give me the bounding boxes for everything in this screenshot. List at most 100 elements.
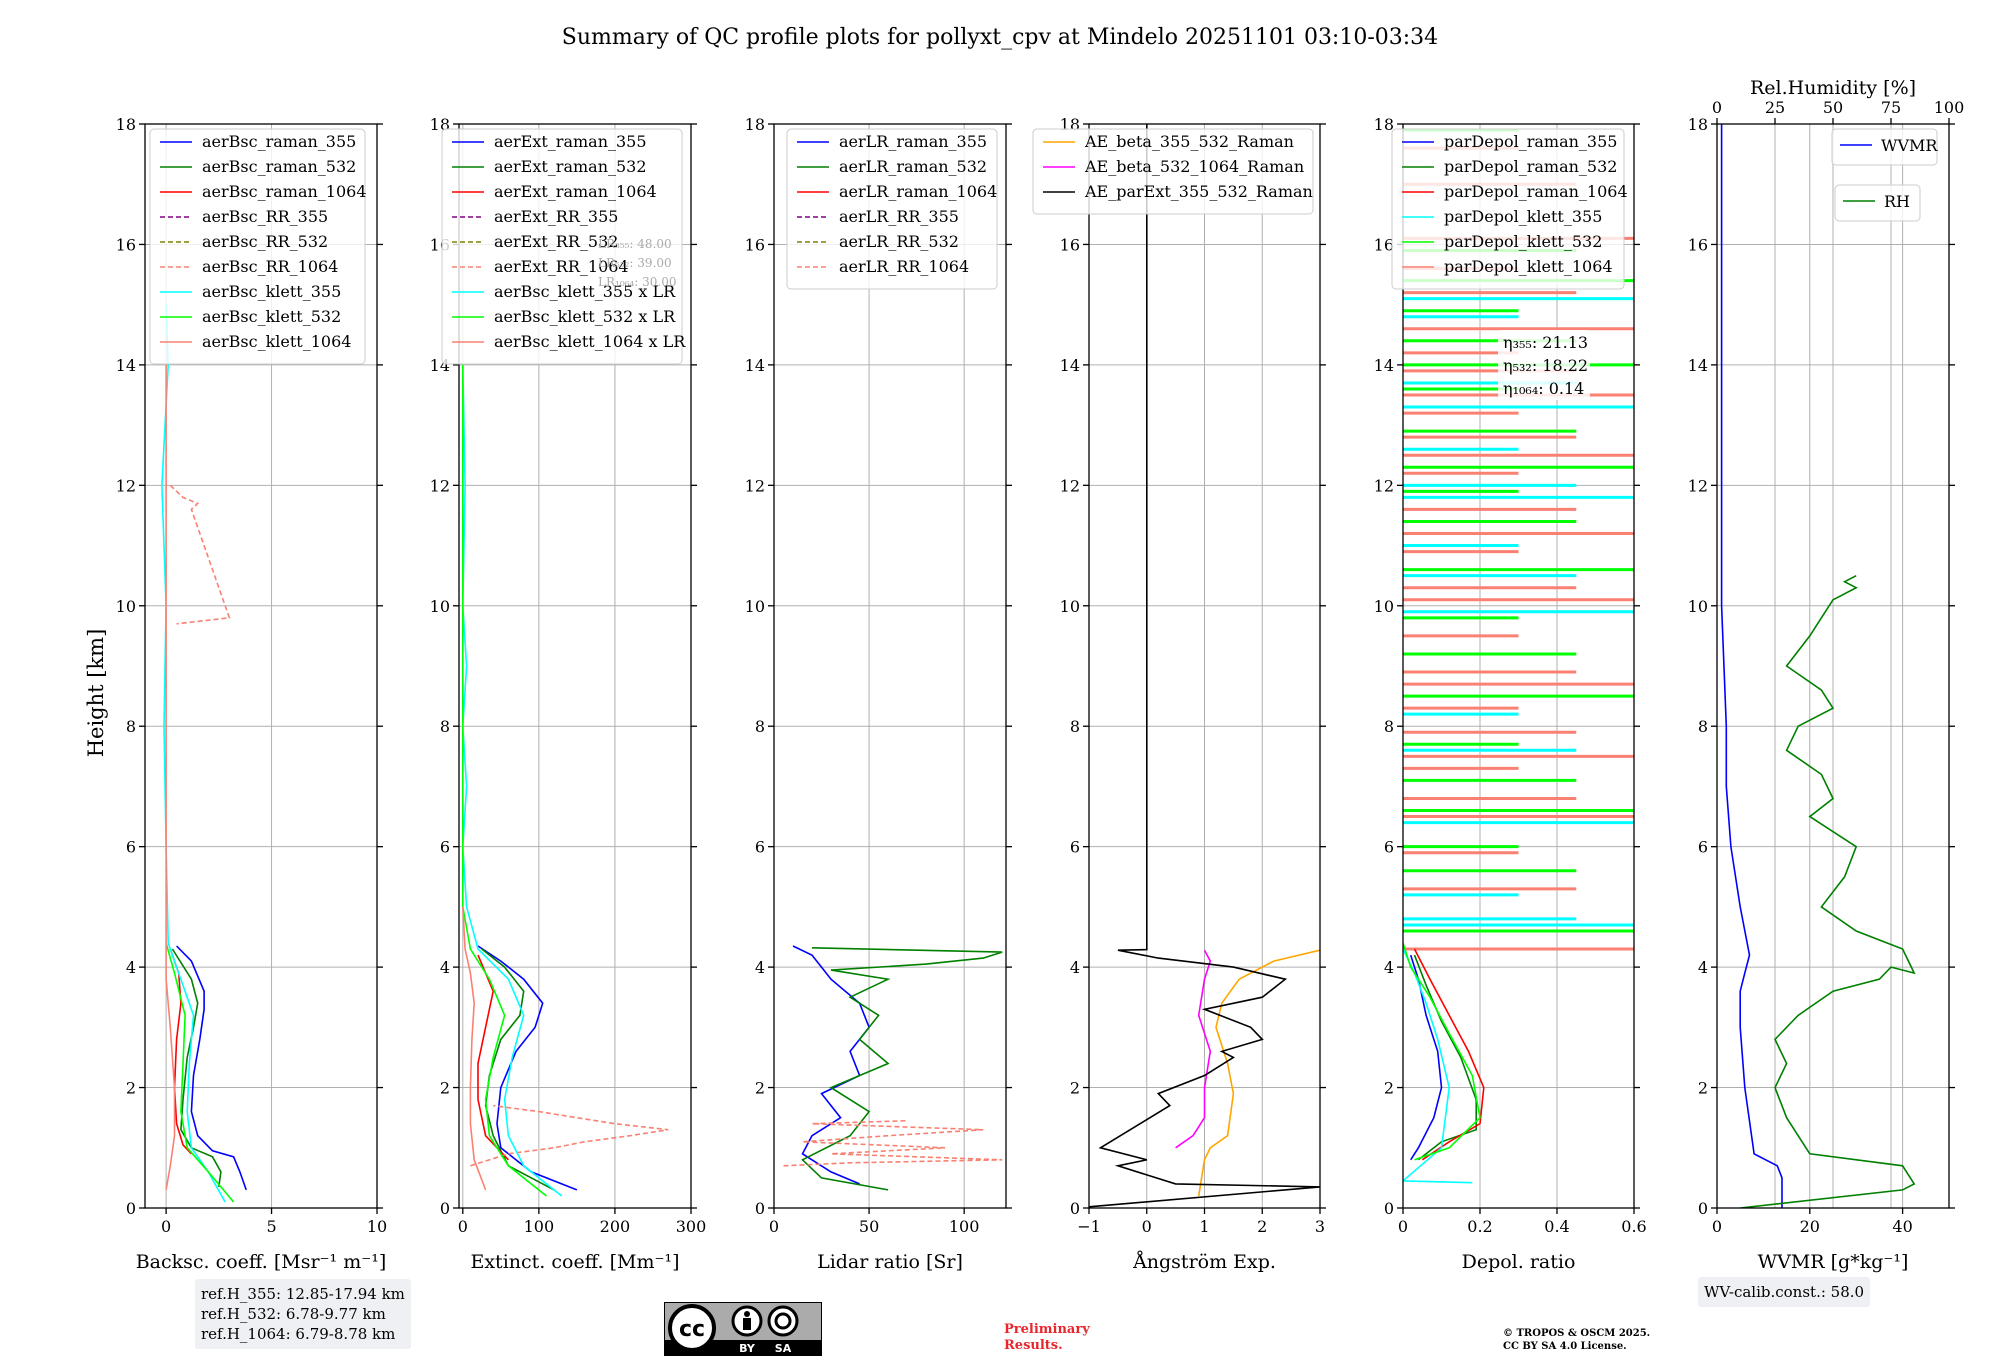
- lr-value-label: LR₁₀₆₄: 30.00: [598, 275, 676, 289]
- y-tick-label: 2: [1384, 1079, 1394, 1098]
- legend-box: [786, 128, 998, 290]
- y-tick-label: 4: [1070, 958, 1080, 977]
- y-tick-label: 14: [1688, 356, 1708, 375]
- y-tick-label: 12: [745, 476, 765, 495]
- eta-value-label: η₃₅₅: 21.13: [1503, 333, 1588, 352]
- y-tick-label: 10: [745, 597, 765, 616]
- copyright-line-2: CC BY SA 4.0 License.: [1503, 1341, 1627, 1352]
- y-tick-label: 2: [755, 1079, 765, 1098]
- series-line-aerbsc-raman-355: [176, 945, 247, 1191]
- legend-label: aerBsc_raman_1064: [202, 182, 367, 201]
- ref-height-1064: ref.H_1064: 6.79-8.78 km: [201, 1325, 396, 1343]
- plot-frame: [458, 123, 692, 1209]
- legend-label: parDepol_klett_532: [1444, 232, 1602, 251]
- legend-label: aerLR_RR_355: [839, 207, 959, 226]
- legend-label: aerExt_RR_532: [494, 232, 618, 251]
- y-tick-label: 16: [1374, 235, 1394, 254]
- legend-label: AE_beta_355_532_Raman: [1084, 132, 1294, 151]
- legend-label: aerLR_raman_1064: [839, 182, 997, 201]
- series-line-ae-beta-532-1064-raman: [1175, 949, 1212, 1149]
- top-x-tick-label: 25: [1765, 98, 1785, 117]
- series-line-aerbsc-klett-1064-x-lr: [462, 906, 487, 1191]
- y-tick-label: 16: [1688, 235, 1708, 254]
- series-line-pardepol-klett-355: [1403, 948, 1473, 1184]
- lr-value-label: LR₅₃₂: 39.00: [598, 256, 672, 270]
- y-tick-label: 10: [1060, 597, 1080, 616]
- y-tick-label: 12: [1374, 476, 1394, 495]
- y-tick-label: 6: [1070, 838, 1080, 857]
- ref-heights-box: ref.H_355: 12.85-17.94 km ref.H_532: 6.7…: [195, 1279, 411, 1349]
- legend-label: aerLR_raman_532: [839, 157, 987, 176]
- legend-label: aerBsc_raman_355: [202, 132, 356, 151]
- legend-label: parDepol_klett_355: [1444, 207, 1602, 226]
- legend-box-rh: [1834, 184, 1921, 222]
- by-label: BY: [739, 1342, 756, 1355]
- x-axis-label: Extinct. coeff. [Mm⁻¹]: [470, 1251, 679, 1273]
- y-tick-label: 0: [1698, 1199, 1708, 1218]
- legend-label: aerBsc_RR_532: [202, 232, 328, 251]
- legend-label: parDepol_klett_1064: [1444, 257, 1613, 276]
- plot-area: [1089, 124, 1320, 1208]
- series-line-ae-beta-355-532-raman: [1197, 949, 1320, 1197]
- plot-frame: [1402, 123, 1635, 1209]
- x-tick-label: 0: [161, 1217, 171, 1236]
- preliminary-line-2: Results.: [1004, 1338, 1063, 1353]
- eta-value-label: η₅₃₂: 18.22: [1503, 356, 1588, 375]
- x-tick-label: 0.6: [1621, 1217, 1646, 1236]
- preliminary-note: Preliminary Results.: [1004, 1322, 1090, 1354]
- y-tick-label: 16: [745, 235, 765, 254]
- y-tick-label: 6: [126, 838, 136, 857]
- series-line-aerbsc-raman-532: [171, 948, 222, 1188]
- top-x-axis-label: Rel.Humidity [%]: [1750, 77, 1916, 99]
- legend-label: AE_beta_532_1064_Raman: [1084, 157, 1304, 176]
- x-tick-label: 0: [458, 1217, 468, 1236]
- y-tick-label: 4: [440, 958, 450, 977]
- legend-label: aerExt_raman_355: [494, 132, 647, 151]
- y-tick-label: 6: [440, 838, 450, 857]
- x-axis-label: Backsc. coeff. [Msr⁻¹ m⁻¹]: [136, 1251, 387, 1273]
- x-tick-label: 1: [1199, 1217, 1209, 1236]
- wv-calib-text: WV-calib.const.: 58.0: [1704, 1283, 1865, 1301]
- legend-label: aerExt_RR_1064: [494, 257, 629, 276]
- series-line-aerlr-raman-355: [792, 945, 871, 1185]
- y-tick-label: 8: [755, 717, 765, 736]
- plot-area: [461, 364, 669, 1197]
- plot-area: [783, 945, 1003, 1191]
- legend-box: [1391, 128, 1625, 290]
- y-tick-label: 12: [430, 476, 450, 495]
- legend-box: [441, 128, 683, 365]
- x-tick-label: 0: [1142, 1217, 1152, 1236]
- legend-label: aerBsc_klett_355: [202, 282, 341, 301]
- preliminary-line-1: Preliminary: [1004, 1322, 1090, 1337]
- legend-label: parDepol_raman_355: [1444, 132, 1617, 151]
- ref-height-355: ref.H_355: 12.85-17.94 km: [201, 1285, 405, 1303]
- x-tick-label: 300: [676, 1217, 707, 1236]
- series-line-aerext-raman-1064: [477, 954, 509, 1161]
- y-tick-label: 14: [116, 356, 136, 375]
- ref-height-532: ref.H_532: 6.78-9.77 km: [201, 1305, 386, 1323]
- panel-1: 0 2 4 6 8 10 12 14 16 18 0 5 10 Backsc. coeff. [Msr⁻¹…: [116, 115, 388, 1273]
- x-axis-label: Depol. ratio: [1462, 1251, 1576, 1273]
- legend-label: aerExt_raman_1064: [494, 182, 657, 201]
- series-line-aerext-raman-355: [477, 945, 578, 1191]
- y-tick-label: 4: [126, 958, 136, 977]
- series-line-wvmr: [1720, 124, 1783, 1208]
- top-x-tick-label: 50: [1823, 98, 1843, 117]
- legend-label: aerBsc_klett_532 x LR: [494, 307, 676, 326]
- top-x-tick-label: 0: [1712, 98, 1722, 117]
- y-tick-label: 0: [1070, 1199, 1080, 1218]
- y-tick-label: 14: [745, 356, 765, 375]
- x-tick-label: 5: [266, 1217, 276, 1236]
- y-tick-label: 12: [1688, 476, 1708, 495]
- series-line-aerbsc-rr-1064: [169, 484, 231, 625]
- sa-share-icon: [767, 1305, 799, 1337]
- y-tick-label: 18: [1688, 115, 1708, 134]
- y-tick-label: 8: [1070, 717, 1080, 736]
- legend-label: aerBsc_klett_1064: [202, 332, 351, 351]
- y-tick-label: 18: [1374, 115, 1394, 134]
- series-line-aerbsc-klett-532: [165, 942, 235, 1203]
